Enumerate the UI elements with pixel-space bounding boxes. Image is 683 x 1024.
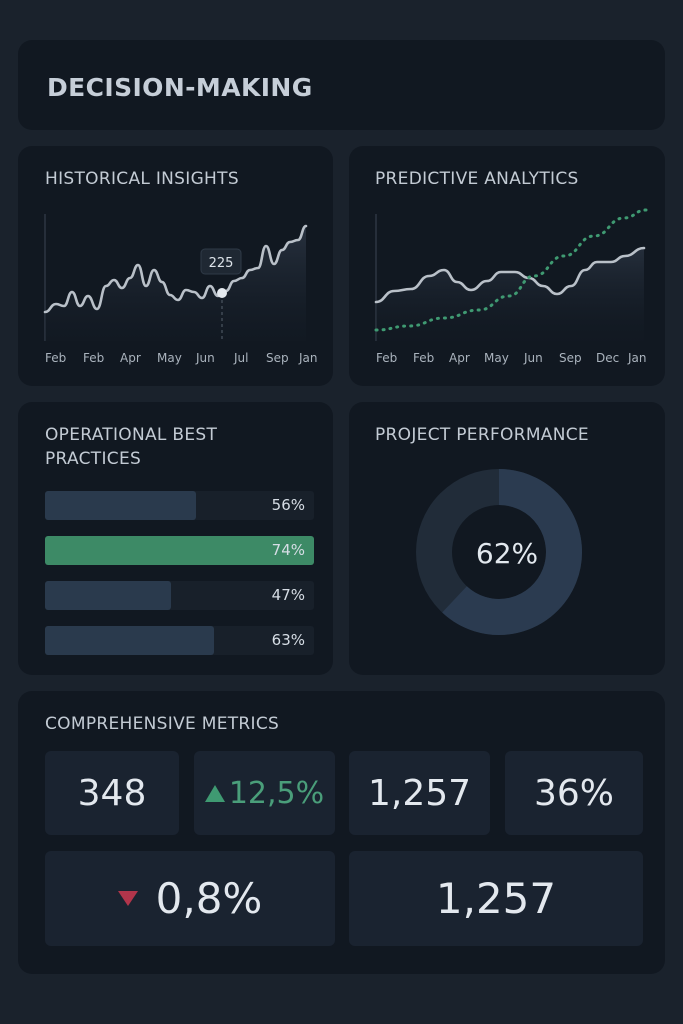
progress-fill (45, 581, 172, 610)
predictive-x-label: Dec (596, 351, 619, 365)
metric-value: 0,8% (155, 874, 263, 923)
historical-x-label: Apr (120, 351, 141, 365)
operational-best-practices-card: OPERATIONAL BEST PRACTICES 56% 74% 47% 6… (18, 402, 333, 675)
progress-bar: 74% (45, 536, 314, 565)
predictive-x-label: Jan (627, 351, 647, 365)
metric-value: 1,257 (367, 772, 472, 814)
predictive-series-line (374, 246, 646, 304)
predictive-x-label: Apr (449, 351, 470, 365)
predictive-analytics-title: PREDICTIVE ANALYTICS (375, 169, 579, 189)
historical-tooltip-value: 225 (209, 256, 234, 271)
historical-x-label: Jun (195, 351, 215, 365)
progress-value: 74% (271, 541, 305, 559)
progress-value: 56% (271, 496, 305, 514)
historical-x-label: May (157, 351, 182, 365)
progress-bar: 56% (45, 491, 314, 520)
progress-bar: 47% (45, 581, 314, 610)
metric-value: 348 (77, 772, 147, 814)
historical-highlight-point[interactable] (217, 288, 227, 298)
trend-up-icon (204, 784, 225, 802)
predictive-chart[interactable]: Feb Feb Apr May Jun Sep Dec Jan (349, 146, 665, 386)
donut-fill-arc (442, 469, 582, 635)
metric-tile-decrease[interactable]: 0,8% (45, 851, 335, 946)
historical-x-label: Jul (233, 351, 248, 365)
predictive-x-label: Sep (559, 351, 582, 365)
metric-tile[interactable]: 1,257 (349, 851, 643, 946)
historical-chart[interactable]: 225 Feb Feb Apr May Jun Jul Sep Jan (18, 146, 333, 386)
metric-tile[interactable]: 36% (505, 751, 643, 835)
predictive-x-label: May (484, 351, 509, 365)
historical-area (45, 226, 306, 341)
progress-fill (45, 626, 215, 655)
historical-x-label: Jan (298, 351, 318, 365)
historical-x-label: Sep (266, 351, 289, 365)
header-card: DECISION-MAKING (18, 40, 665, 130)
progress-value: 47% (271, 586, 305, 604)
project-performance-title: PROJECT PERFORMANCE (375, 425, 589, 445)
trend-down-icon (117, 891, 138, 906)
page-title: DECISION-MAKING (47, 73, 313, 102)
project-performance-card: PROJECT PERFORMANCE 62% (349, 402, 665, 675)
predictive-x-label: Feb (413, 351, 434, 365)
predictive-x-label: Feb (376, 351, 397, 365)
metric-value: 12,5% (228, 775, 325, 811)
historical-tooltip (200, 248, 242, 275)
progress-fill (45, 491, 196, 520)
operational-best-practices-title: OPERATIONAL BEST PRACTICES (45, 425, 218, 469)
comprehensive-metrics-title: COMPREHENSIVE METRICS (45, 714, 280, 734)
progress-fill (45, 536, 314, 565)
metric-tile-increase[interactable]: 12,5% (194, 751, 335, 835)
progress-value: 63% (271, 631, 305, 649)
historical-insights-title: HISTORICAL INSIGHTS (45, 169, 239, 189)
progress-bar: 63% (45, 626, 314, 655)
comprehensive-metrics-card: COMPREHENSIVE METRICS 348 12,5% 1,257 36… (18, 691, 665, 974)
historical-series-line (43, 224, 308, 314)
metric-tile[interactable]: 348 (45, 751, 179, 835)
historical-x-label: Feb (45, 351, 66, 365)
metric-value: 1,257 (435, 874, 557, 923)
predictive-x-label: Jun (523, 351, 543, 365)
predictive-analytics-card[interactable]: PREDICTIVE ANALYTICS Feb Feb Apr May Jun… (349, 146, 665, 386)
historical-insights-card[interactable]: HISTORICAL INSIGHTS 225 Feb Feb Apr May … (18, 146, 333, 386)
predictive-forecast-line (374, 208, 648, 332)
project-donut-chart (416, 469, 582, 635)
donut-percent-label: 62% (475, 537, 539, 570)
metric-value: 36% (533, 772, 614, 814)
metric-tile[interactable]: 1,257 (349, 751, 490, 835)
historical-x-label: Feb (83, 351, 104, 365)
